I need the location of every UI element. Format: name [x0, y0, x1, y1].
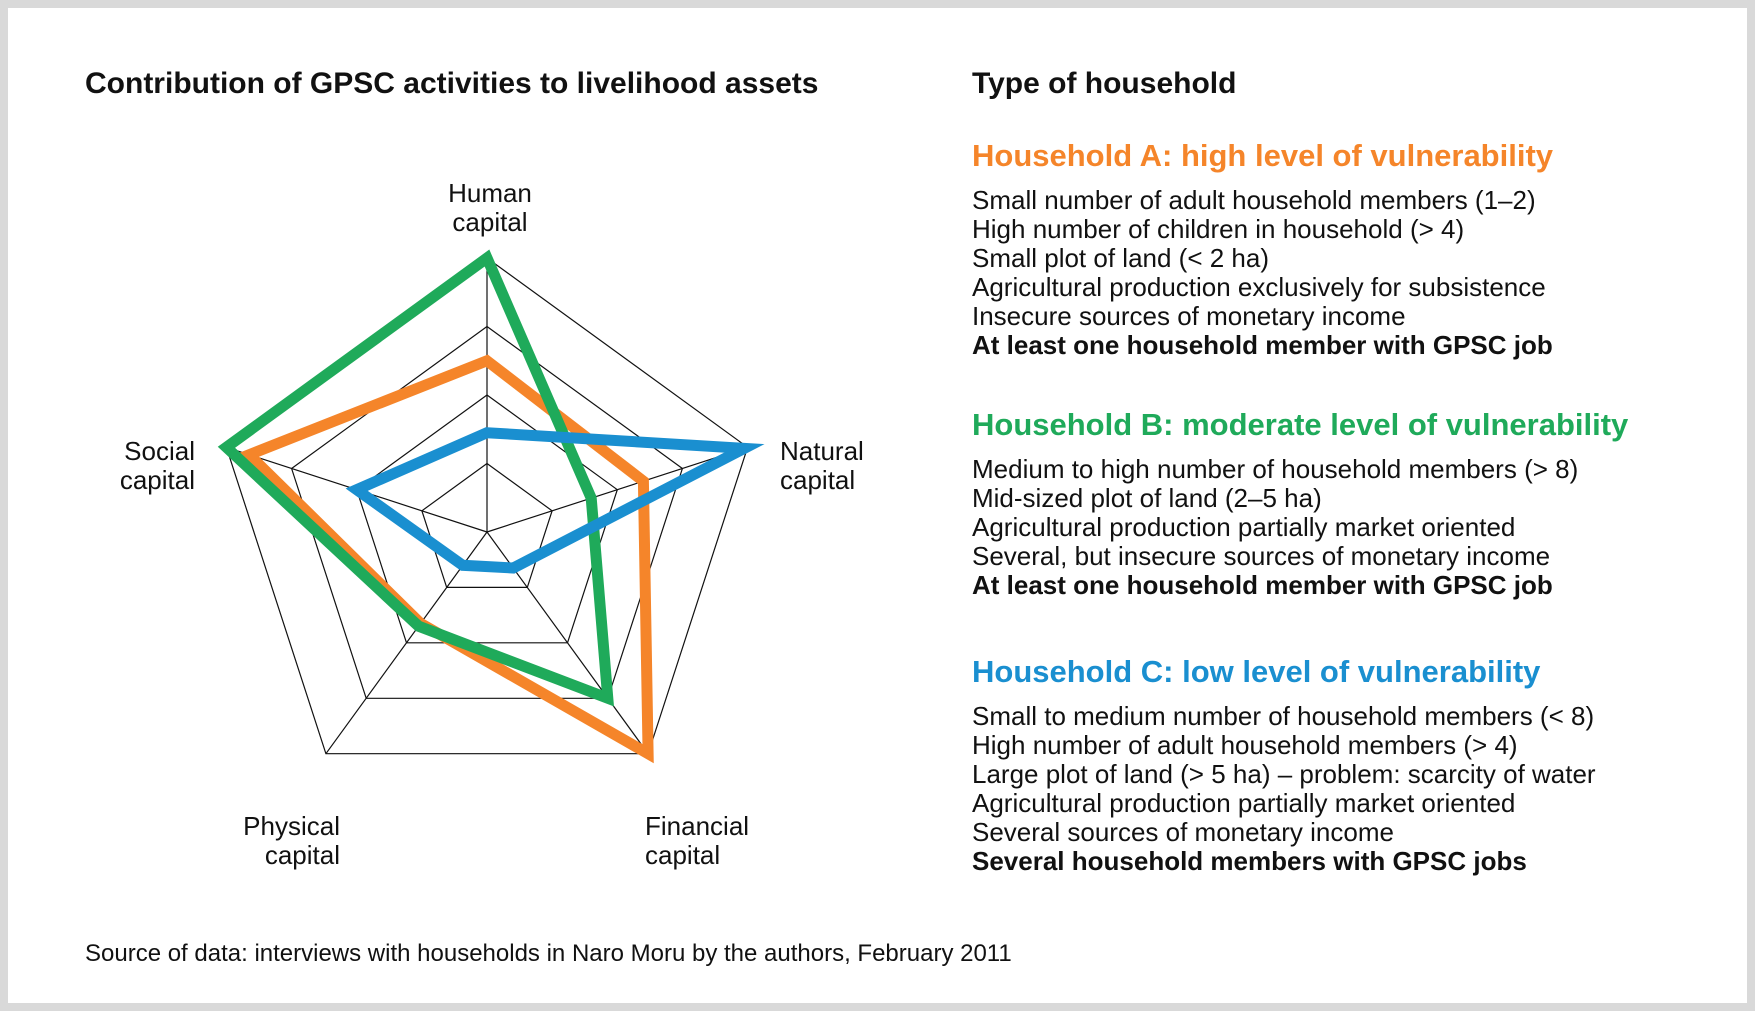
- series-household-c: [345, 427, 765, 574]
- household-b-lines: Medium to high number of household membe…: [972, 455, 1628, 600]
- list-item: High number of children in household (> …: [972, 214, 1465, 244]
- household-a: Household A: high level of vulnerability…: [972, 138, 1553, 360]
- household-c-lines: Small to medium number of household memb…: [972, 702, 1596, 876]
- series-household-b: [217, 249, 615, 707]
- list-item: Small number of adult household members …: [972, 185, 1536, 215]
- list-item-bold: At least one household member with GPSC …: [972, 330, 1553, 360]
- list-item-bold: Several household members with GPSC jobs: [972, 846, 1527, 876]
- list-item: Agricultural production partially market…: [972, 788, 1516, 818]
- list-item: Small to medium number of household memb…: [972, 701, 1595, 731]
- household-a-lines: Small number of adult household members …: [972, 186, 1553, 360]
- list-item: Small plot of land (< 2 ha): [972, 243, 1269, 273]
- list-item: Insecure sources of monetary income: [972, 301, 1406, 331]
- radar-chart: [217, 249, 765, 764]
- list-item: Several, but insecure sources of monetar…: [972, 541, 1551, 571]
- household-c: Household C: low level of vulnerability …: [972, 654, 1596, 876]
- axis-spoke: [486, 446, 748, 533]
- household-b: Household B: moderate level of vulnerabi…: [972, 407, 1628, 600]
- list-item-bold: At least one household member with GPSC …: [972, 570, 1553, 600]
- chart-title: Contribution of GPSC activities to livel…: [85, 67, 819, 100]
- grid-ring: [421, 462, 553, 589]
- household-b-title: Household B: moderate level of vulnerabi…: [972, 407, 1629, 442]
- list-item: Mid-sized plot of land (2–5 ha): [972, 483, 1322, 513]
- list-item: Medium to high number of household membe…: [972, 454, 1579, 484]
- legend-title: Type of household: [972, 67, 1237, 100]
- axis-label-human: Human capital: [448, 178, 532, 237]
- axis-label-physical: Physical capital: [243, 811, 340, 870]
- source-note: Source of data: interviews with househol…: [85, 940, 1012, 967]
- list-item: Several sources of monetary income: [972, 817, 1394, 847]
- grid-ring: [355, 394, 619, 644]
- household-c-title: Household C: low level of vulnerability: [972, 654, 1541, 689]
- axis-label-natural: Natural capital: [780, 436, 864, 495]
- list-item: Agricultural production partially market…: [972, 512, 1516, 542]
- axis-label-financial: Financial capital: [645, 811, 750, 870]
- list-item: Large plot of land (> 5 ha) – problem: s…: [972, 759, 1596, 789]
- household-a-title: Household A: high level of vulnerability: [972, 138, 1554, 173]
- list-item: Agricultural production exclusively for …: [972, 272, 1546, 302]
- series-household-a: [239, 354, 654, 764]
- list-item: High number of adult household members (…: [972, 730, 1518, 760]
- axis-label-social: Social capital: [119, 436, 195, 495]
